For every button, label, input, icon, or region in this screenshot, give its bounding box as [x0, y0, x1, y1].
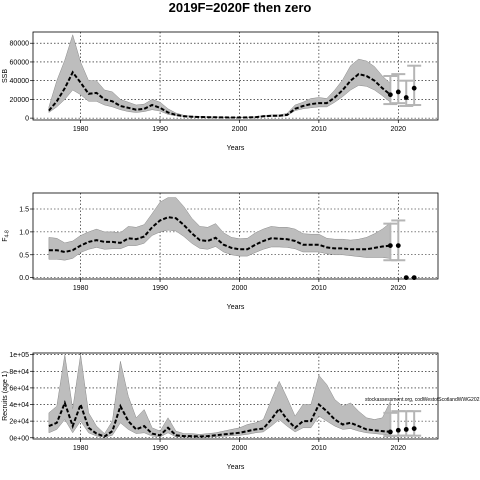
forecast-point: [387, 429, 393, 435]
forecast-point: [403, 427, 409, 432]
x-tick-label: 1980: [73, 126, 89, 133]
plot-frame: [32, 352, 439, 440]
forecast-point: [411, 85, 417, 91]
x-tick-label: 2010: [311, 285, 327, 292]
panel-ssb: 1980 1990 2000 2010 2020 0 20000 40000 60000 8000…: [2, 31, 439, 152]
x-tick-label: 1980: [73, 445, 89, 452]
forecast-interval: [391, 219, 406, 262]
forecast-interval: [407, 410, 422, 437]
x-tick-label: 2000: [232, 285, 248, 292]
x-tick-label: 2010: [311, 445, 327, 452]
x-tick-label: 1980: [73, 285, 89, 292]
x-tick-label: 2020: [391, 126, 407, 133]
forecast-point: [395, 89, 401, 95]
y-tick-label: 1.0: [19, 229, 29, 236]
watermark-text: stockassessment.org, codWestofScotlandWW…: [365, 397, 480, 403]
forecast-point: [395, 243, 401, 249]
main-title: 2019F=2020F then zero: [168, 0, 312, 15]
y-tick-label: 6e+04: [9, 385, 29, 392]
panel-fbar: 1980 1990 2000 2010 2020 0.0 0.5 1.0 1.5 Years F4-…: [2, 192, 439, 311]
y-axis-title: F4-8: [2, 230, 11, 242]
forecast-point: [403, 95, 409, 100]
y-tick-label: 2e+04: [9, 419, 29, 426]
forecast-interval: [407, 64, 422, 107]
y-tick-label: 0: [25, 116, 29, 123]
y-tick-label: 1.5: [19, 207, 29, 214]
estimate-line: [48, 70, 392, 119]
confidence-band: [48, 33, 391, 118]
y-tick-label: 8e+04: [9, 369, 29, 376]
estimate-line: [48, 216, 391, 254]
confidence-band: [48, 354, 391, 438]
x-tick-label: 1990: [152, 126, 168, 133]
y-axis-title-subscript: 4-8: [5, 230, 11, 237]
y-tick-label: 20000: [10, 97, 30, 104]
forecast-point: [411, 426, 417, 432]
forecast-interval: [399, 410, 414, 437]
x-tick-label: 2010: [311, 126, 327, 133]
y-tick-label: 80000: [10, 41, 30, 48]
x-axis-title: Years: [227, 464, 245, 471]
forecast-interval: [391, 73, 406, 105]
y-tick-label: 4e+04: [9, 402, 29, 409]
y-tick-label: 40000: [10, 78, 30, 85]
x-axis-title: Years: [227, 304, 245, 311]
x-axis-title: Years: [227, 145, 245, 152]
x-tick-label: 1990: [152, 285, 168, 292]
plot-frame: [32, 192, 439, 280]
y-tick-label: 60000: [10, 59, 30, 66]
forecast-point: [395, 427, 401, 433]
x-tick-label: 1990: [152, 445, 168, 452]
y-tick-label: 1e+05: [9, 352, 29, 359]
y-tick-label: 0.5: [19, 252, 29, 259]
forecast-point: [387, 92, 393, 98]
plot-frame: [32, 31, 439, 121]
y-tick-label: 0e+00: [9, 435, 29, 442]
y-axis-title: Recruits (age 1): [2, 371, 9, 421]
x-tick-label: 2020: [391, 285, 407, 292]
estimate-line: [48, 400, 391, 438]
y-axis-title: SSB: [2, 69, 9, 83]
x-tick-label: 2000: [232, 126, 248, 133]
confidence-band: [48, 197, 391, 261]
x-tick-label: 2020: [391, 445, 407, 452]
panel-recruits: 1980 1990 2000 2010 2020 0e+00 2e+04 4e+04 6e+04…: [2, 352, 439, 471]
y-tick-label: 0.0: [19, 275, 29, 282]
x-tick-label: 2000: [232, 445, 248, 452]
forecast-point: [387, 243, 393, 249]
